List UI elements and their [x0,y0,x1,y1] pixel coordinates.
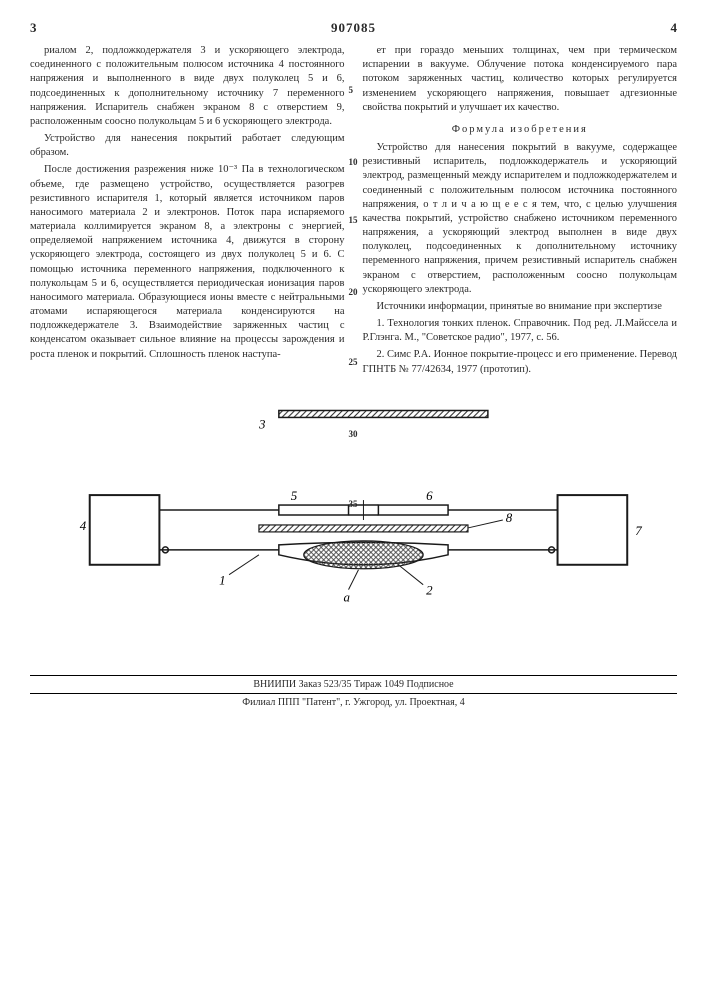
right-page-number: 4 [671,20,678,36]
right-para-3: 1. Технология тонких пленок. Справочник.… [363,317,678,345]
diagram-label-6: 6 [426,488,433,503]
formula-heading: Формула изобретения [363,123,678,137]
diagram-label-5: 5 [291,488,298,503]
footer: ВНИИПИ Заказ 523/35 Тираж 1049 Подписное… [30,675,677,708]
left-para-1: риалом 2, подложкодержателя 3 и ускоряющ… [30,44,345,129]
diagram-label-4: 4 [80,518,87,533]
diagram-label-8: 8 [506,510,513,525]
right-para-4: 2. Симс Р.А. Ионное покрытие-процесс и е… [363,348,678,376]
diagram-label-a: a [344,589,350,604]
diagram-label-7: 7 [635,523,642,538]
left-column: риалом 2, подложкодержателя 3 и ускоряющ… [30,44,345,380]
diagram-label-2: 2 [426,582,433,597]
text-columns: риалом 2, подложкодержателя 3 и ускоряющ… [30,44,677,380]
left-para-2: Устройство для нанесения покрытий работа… [30,132,345,160]
right-column: 5 10 15 20 25 30 35 ет при гораздо меньш… [363,44,678,380]
diagram-label-3: 3 [258,416,266,431]
diagram-label-1: 1 [219,572,225,587]
document-number: 907085 [37,20,671,36]
right-para-1: ет при гораздо меньших толщинах, чем при… [363,44,678,115]
header-row: 3 907085 4 [30,20,677,36]
sources-heading: Источники информации, принятые во вниман… [363,300,678,314]
left-para-3: После достижения разрежения ниже 10⁻³ Па… [30,163,345,361]
right-para-2: Устройство для нанесения покрытий в ваку… [363,141,678,297]
footer-line-1: ВНИИПИ Заказ 523/35 Тираж 1049 Подписное [30,679,677,690]
footer-line-2: Филиал ППП "Патент", г. Ужгород, ул. Про… [30,697,677,708]
